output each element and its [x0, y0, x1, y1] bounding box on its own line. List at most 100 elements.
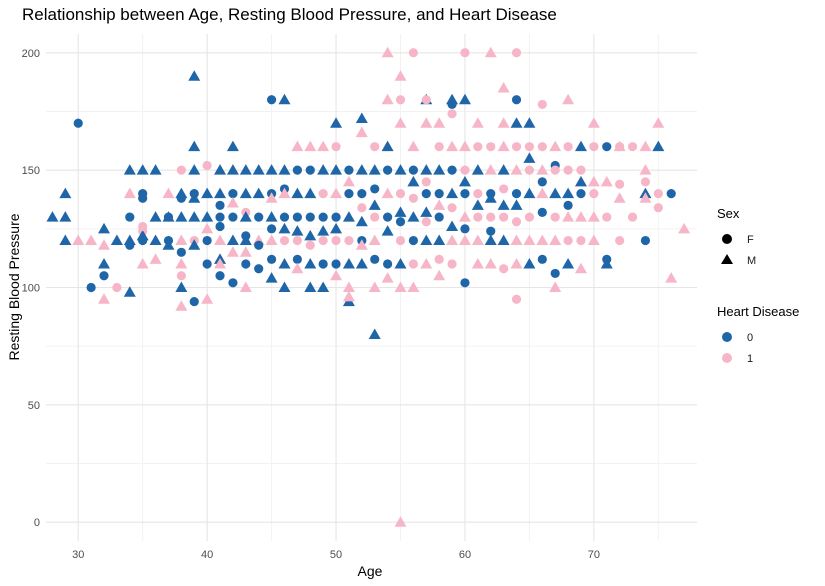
data-point-male	[239, 187, 252, 199]
data-point-male	[510, 164, 523, 175]
data-point-male	[278, 187, 291, 199]
data-point-male	[523, 117, 536, 128]
data-point-male	[381, 272, 394, 283]
data-point-female	[395, 235, 406, 246]
data-point-male	[226, 164, 239, 175]
data-point-female	[383, 165, 393, 175]
data-point-male	[175, 300, 188, 311]
data-point-female	[331, 212, 341, 222]
x-tick-labels: 30 40 50 60 70	[72, 549, 600, 561]
data-point-female	[615, 179, 625, 189]
chart-title: Relationship between Age, Resting Blood …	[22, 5, 557, 24]
data-point-male	[665, 272, 678, 283]
data-point-male	[355, 126, 368, 138]
data-point-male	[59, 187, 72, 199]
data-point-male	[562, 187, 575, 199]
data-point-male	[342, 290, 355, 302]
data-point-male	[446, 140, 459, 152]
data-point-female	[511, 95, 522, 105]
data-point-male	[330, 117, 343, 128]
data-point-female	[383, 212, 393, 222]
data-point-male	[510, 199, 523, 210]
data-point-male	[239, 246, 252, 257]
data-point-male	[562, 211, 575, 222]
data-point-male	[304, 229, 317, 241]
data-point-female	[215, 221, 225, 232]
data-point-female	[447, 99, 457, 110]
data-points	[46, 46, 691, 527]
data-point-female	[292, 235, 302, 246]
data-point-male	[162, 239, 175, 250]
data-point-male	[523, 152, 536, 163]
data-point-male	[458, 175, 471, 187]
data-point-male	[433, 234, 446, 246]
x-tick-label: 60	[459, 549, 471, 561]
data-point-male	[574, 140, 587, 152]
data-point-female	[421, 95, 431, 105]
data-point-male	[420, 164, 433, 175]
data-point-female	[370, 184, 380, 194]
data-point-male	[562, 93, 575, 105]
data-point-female	[563, 142, 573, 152]
data-point-male	[214, 258, 227, 269]
data-point-male	[201, 211, 214, 222]
data-point-male	[497, 140, 510, 152]
data-point-female	[627, 212, 638, 222]
data-point-female	[447, 165, 457, 175]
data-point-female	[318, 212, 328, 222]
data-point-male	[85, 234, 98, 246]
data-point-male	[291, 140, 304, 152]
data-point-female	[460, 165, 470, 175]
data-point-male	[317, 225, 330, 236]
data-point-female	[473, 189, 483, 199]
data-point-male	[394, 258, 407, 269]
data-point-male	[226, 246, 239, 257]
data-point-male	[407, 140, 420, 152]
data-point-male	[484, 164, 497, 175]
data-point-male	[330, 269, 343, 281]
data-point-male	[342, 175, 355, 187]
data-point-male	[239, 281, 252, 292]
data-point-male	[381, 93, 394, 105]
data-point-male	[407, 211, 420, 222]
data-point-male	[188, 164, 201, 175]
data-point-male	[420, 117, 433, 128]
data-point-female	[576, 235, 586, 246]
data-point-female	[176, 193, 186, 203]
data-point-female	[344, 189, 354, 199]
data-point-female	[486, 142, 496, 152]
data-point-female	[228, 212, 238, 222]
data-point-male	[458, 234, 471, 246]
data-point-male	[342, 258, 355, 269]
data-point-female	[499, 212, 509, 222]
data-point-female	[383, 259, 393, 269]
data-point-male	[265, 234, 278, 246]
data-point-male	[510, 258, 523, 269]
x-tick-label: 50	[330, 549, 342, 561]
data-point-male	[484, 234, 497, 246]
data-point-male	[433, 199, 446, 210]
data-point-male	[368, 164, 381, 175]
legend-color-key-0	[722, 332, 732, 342]
data-point-male	[278, 93, 291, 105]
data-point-male	[639, 192, 652, 203]
data-point-female	[112, 282, 122, 293]
data-point-female	[537, 207, 547, 217]
data-point-male	[471, 234, 484, 246]
data-point-female	[499, 264, 509, 274]
data-point-female	[254, 264, 264, 274]
data-point-male	[239, 211, 252, 222]
data-point-male	[265, 164, 278, 175]
data-point-female	[499, 184, 509, 194]
data-point-male	[639, 164, 652, 175]
data-point-female	[524, 142, 535, 152]
data-point-female	[511, 217, 522, 227]
data-point-female	[408, 235, 418, 246]
data-point-male	[278, 258, 291, 269]
data-point-male	[574, 211, 587, 222]
data-point-male	[123, 286, 136, 297]
data-point-female	[421, 177, 431, 187]
data-point-female	[228, 189, 238, 199]
x-tick-label: 30	[72, 549, 84, 561]
